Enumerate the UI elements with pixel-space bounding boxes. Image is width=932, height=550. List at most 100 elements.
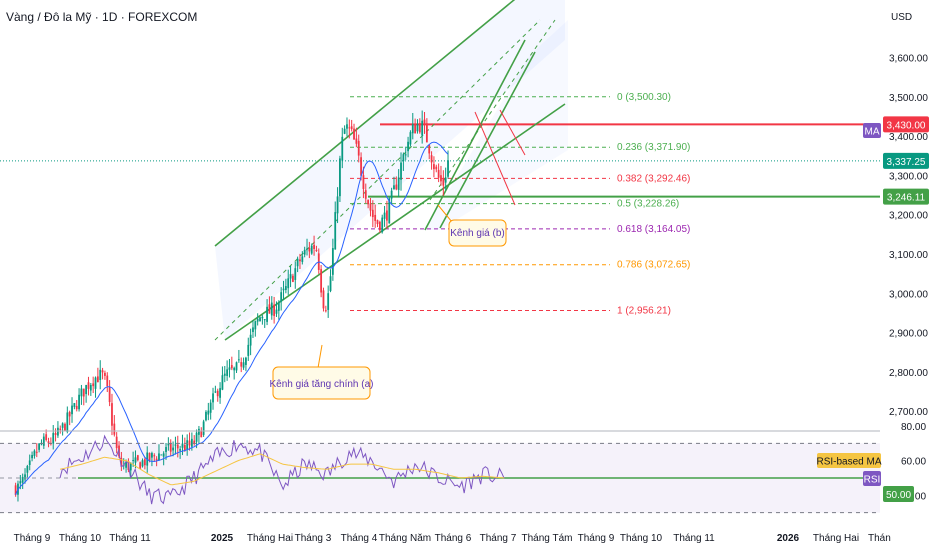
candle-body[interactable] (82, 388, 85, 397)
candle-body[interactable] (205, 411, 207, 421)
candle-body[interactable] (87, 382, 90, 389)
candle-body[interactable] (292, 275, 294, 282)
candle-body[interactable] (216, 390, 219, 397)
candle-body[interactable] (129, 462, 132, 471)
candle-body[interactable] (369, 203, 372, 211)
channel-line[interactable] (214, 0, 520, 247)
candle-body[interactable] (235, 362, 238, 371)
candle-body[interactable] (188, 440, 191, 446)
candle-body[interactable] (80, 388, 83, 397)
candle-body[interactable] (277, 302, 280, 311)
candle-body[interactable] (230, 365, 233, 369)
candle-body[interactable] (313, 244, 315, 250)
candle-body[interactable] (132, 460, 135, 462)
candle-body[interactable] (226, 369, 229, 376)
candle-body[interactable] (247, 344, 250, 356)
candle-body[interactable] (108, 386, 111, 403)
candle-body[interactable] (99, 369, 102, 381)
candle-body[interactable] (186, 440, 189, 450)
candle-body[interactable] (348, 127, 351, 129)
candle-body[interactable] (263, 319, 266, 321)
candle-body[interactable] (414, 124, 417, 134)
candle-body[interactable] (45, 434, 48, 440)
candle-body[interactable] (303, 249, 306, 255)
candle-body[interactable] (111, 403, 113, 426)
candle-body[interactable] (155, 458, 158, 461)
candle-body[interactable] (362, 175, 365, 189)
channel-line[interactable] (424, 39, 526, 231)
candle-body[interactable] (21, 476, 24, 483)
candle-body[interactable] (61, 423, 64, 428)
candle-body[interactable] (383, 212, 386, 219)
candle-body[interactable] (64, 423, 66, 431)
candle-body[interactable] (320, 269, 323, 293)
candle-body[interactable] (444, 177, 447, 183)
candle-body[interactable] (447, 160, 449, 177)
candle-body[interactable] (433, 164, 435, 170)
candle-body[interactable] (388, 198, 391, 224)
candle-body[interactable] (407, 141, 409, 152)
candle-body[interactable] (73, 403, 76, 407)
candle-body[interactable] (306, 248, 308, 250)
candle-body[interactable] (202, 421, 205, 435)
candle-body[interactable] (28, 460, 31, 465)
candle-body[interactable] (120, 458, 123, 467)
candle-body[interactable] (153, 455, 156, 457)
candle-body[interactable] (324, 310, 327, 312)
candle-body[interactable] (245, 357, 247, 365)
candle-body[interactable] (214, 391, 217, 393)
candle-body[interactable] (367, 200, 370, 205)
candle-body[interactable] (442, 178, 445, 186)
candle-body[interactable] (181, 443, 184, 448)
candle-body[interactable] (346, 124, 348, 129)
candle-body[interactable] (52, 433, 55, 444)
candle-body[interactable] (233, 367, 236, 371)
candle-body[interactable] (207, 410, 210, 415)
candle-body[interactable] (315, 249, 318, 251)
annotation-channel-b[interactable]: Kênh giá (b) (437, 204, 507, 247)
candle-body[interactable] (282, 288, 285, 291)
candle-body[interactable] (148, 452, 151, 461)
candle-body[interactable] (66, 412, 69, 432)
wedge-line[interactable] (474, 111, 516, 206)
candle-body[interactable] (31, 454, 33, 459)
candle-body[interactable] (310, 245, 313, 254)
candle-body[interactable] (24, 474, 26, 480)
candle-body[interactable] (38, 443, 41, 450)
candle-body[interactable] (360, 157, 362, 176)
candle-body[interactable] (437, 169, 440, 178)
candle-body[interactable] (353, 128, 355, 140)
candle-body[interactable] (160, 454, 163, 456)
candle-body[interactable] (266, 306, 268, 322)
candle-body[interactable] (268, 304, 271, 314)
candle-body[interactable] (172, 447, 174, 451)
candle-body[interactable] (141, 460, 144, 467)
candle-body[interactable] (143, 459, 146, 466)
candle-body[interactable] (158, 453, 160, 461)
candle-body[interactable] (33, 450, 36, 456)
candle-body[interactable] (423, 119, 426, 125)
candle-body[interactable] (92, 383, 95, 387)
candle-body[interactable] (336, 196, 339, 214)
candle-body[interactable] (284, 286, 287, 290)
candle-body[interactable] (198, 428, 200, 435)
candle-body[interactable] (397, 177, 400, 190)
candle-body[interactable] (289, 274, 292, 279)
candle-body[interactable] (96, 376, 99, 383)
support-price-badge[interactable]: 3,246.11 (883, 188, 929, 205)
candle-body[interactable] (94, 377, 97, 389)
candle-body[interactable] (176, 444, 179, 449)
candle-body[interactable] (68, 411, 71, 417)
candle-body[interactable] (296, 258, 299, 267)
candle-body[interactable] (386, 210, 388, 221)
candle-body[interactable] (14, 485, 17, 495)
candle-body[interactable] (85, 385, 88, 395)
candle-body[interactable] (212, 393, 214, 403)
candle-body[interactable] (390, 190, 393, 199)
candle-body[interactable] (179, 449, 182, 451)
candle-body[interactable] (308, 247, 311, 252)
candle-body[interactable] (280, 292, 283, 302)
candle-body[interactable] (425, 123, 428, 143)
candle-body[interactable] (357, 140, 360, 156)
candle-body[interactable] (134, 457, 137, 463)
